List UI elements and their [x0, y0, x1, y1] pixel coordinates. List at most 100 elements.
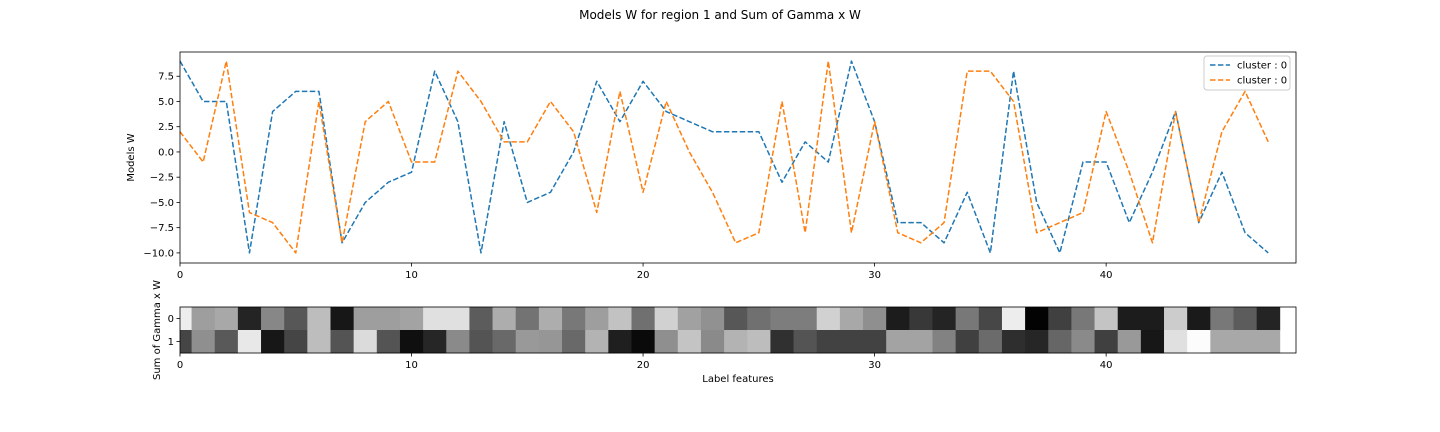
heatmap-cell [793, 330, 818, 354]
heatmap-cell [376, 330, 401, 354]
legend: cluster : 0 cluster : 0 [1203, 55, 1291, 91]
heatmap-cell [1140, 307, 1165, 331]
heatmap-cell [469, 307, 493, 331]
line-y-tick-label: −5.0 [150, 198, 174, 209]
heatmap-cell [562, 330, 586, 354]
heatmap-cell [1071, 330, 1095, 354]
heatmap-cell [376, 307, 401, 331]
heatmap-cell [770, 330, 794, 354]
line-y-tick-label: 5.0 [158, 97, 174, 108]
heatmap-x-ticks: 0 10 20 30 40 [177, 353, 1113, 371]
heatmap-cell [978, 330, 1003, 354]
heatmap-x-axis-label: Label features [702, 374, 773, 385]
heatmap-cell [700, 307, 725, 331]
line-y-tick-label: −2.5 [150, 173, 174, 184]
heatmap-cell [608, 307, 632, 331]
heatmap-cell [1001, 330, 1026, 354]
heatmap-cell [261, 307, 285, 331]
heatmap-cells [180, 307, 1281, 354]
heatmap-cell [446, 307, 470, 331]
heatmap-cell [1210, 307, 1234, 331]
heatmap-y-ticks: 01 [168, 314, 180, 348]
heatmap-cell [631, 330, 656, 354]
heatmap-cell [1256, 307, 1281, 331]
heatmap-cell [1001, 307, 1026, 331]
heatmap-cell [353, 330, 378, 354]
heatmap-cell [816, 330, 841, 354]
heatmap-cell [492, 330, 517, 354]
heatmap-cell [191, 307, 216, 331]
heatmap-cell [237, 330, 262, 354]
heatmap-cell [538, 330, 563, 354]
heatmap-cell [307, 307, 331, 331]
line-series-0 [179, 60, 1269, 254]
heatmap-x-tick-label: 30 [868, 360, 881, 371]
heatmap-cell [1117, 330, 1142, 354]
heatmap-cell [330, 330, 355, 354]
heatmap-cell [585, 330, 609, 354]
heatmap-cell [1164, 330, 1188, 354]
heatmap-cell [353, 307, 378, 331]
heatmap-cell [978, 307, 1003, 331]
heatmap-frame [179, 306, 1297, 354]
heatmap-cell [1187, 307, 1211, 331]
heatmap-cell [180, 330, 192, 354]
heatmap-cell [399, 330, 424, 354]
heatmap-cell [886, 330, 910, 354]
line-y-ticks: −10.0 −7.5 −5.0 −2.5 0.0 2.5 5.0 7.5 [143, 72, 180, 259]
heatmap-cell [839, 330, 864, 354]
heatmap-y-tick-label: 1 [168, 337, 174, 348]
line-series-group [179, 60, 1269, 254]
heatmap-cell [1094, 307, 1119, 331]
heatmap-cell [284, 330, 308, 354]
figure-title: Models W for region 1 and Sum of Gamma x… [579, 8, 861, 22]
heatmap-cell [214, 330, 239, 354]
heatmap-cell [1048, 330, 1072, 354]
heatmap-cell [1210, 330, 1234, 354]
heatmap-cell [654, 307, 679, 331]
heatmap-cell [654, 330, 679, 354]
heatmap-cell [423, 330, 447, 354]
heatmap-cell [955, 307, 980, 331]
heatmap-cell [1187, 330, 1211, 354]
heatmap-cell [747, 307, 771, 331]
heatmap-cell [839, 307, 864, 331]
heatmap-x-tick-label: 40 [1100, 360, 1113, 371]
heatmap-cell [863, 330, 887, 354]
heatmap-cell [932, 307, 957, 331]
heatmap-x-tick-label: 20 [637, 360, 650, 371]
line-y-tick-label: −10.0 [143, 248, 174, 259]
line-y-axis-label: Models W [126, 133, 137, 181]
heatmap-cell [180, 307, 192, 331]
heatmap-cell [562, 307, 586, 331]
line-series-1 [179, 60, 1269, 254]
heatmap-cell [886, 307, 910, 331]
line-y-tick-label: 0.0 [158, 147, 174, 158]
heatmap-cell [307, 330, 331, 354]
heatmap-cell [1071, 307, 1095, 331]
line-x-ticks: 0 10 20 30 40 [177, 263, 1113, 281]
heatmap-cell [608, 330, 632, 354]
heatmap-x-tick-label: 10 [405, 360, 418, 371]
heatmap-panel: 01 0 10 20 30 40 Sum of Gamma x W Label feat… [152, 280, 1297, 385]
heatmap-cell [793, 307, 818, 331]
heatmap-cell [538, 307, 563, 331]
heatmap-cell [770, 307, 794, 331]
heatmap-cell [191, 330, 216, 354]
line-x-tick-label: 30 [868, 270, 881, 281]
heatmap-y-tick-label: 0 [168, 314, 174, 325]
legend-box [1203, 55, 1291, 91]
heatmap-cell [585, 307, 609, 331]
line-y-tick-label: 7.5 [158, 72, 174, 83]
heatmap-cell [515, 307, 540, 331]
heatmap-cell [1233, 330, 1258, 354]
heatmap-cell [214, 307, 239, 331]
line-chart-plot-area [180, 52, 1296, 263]
heatmap-cell [1140, 330, 1165, 354]
heatmap-cell [399, 307, 424, 331]
heatmap-x-tick-label: 0 [177, 360, 183, 371]
heatmap-cell [863, 307, 887, 331]
line-chart-frame [179, 51, 1297, 264]
heatmap-cell [1025, 307, 1049, 331]
heatmap-cell [423, 307, 447, 331]
